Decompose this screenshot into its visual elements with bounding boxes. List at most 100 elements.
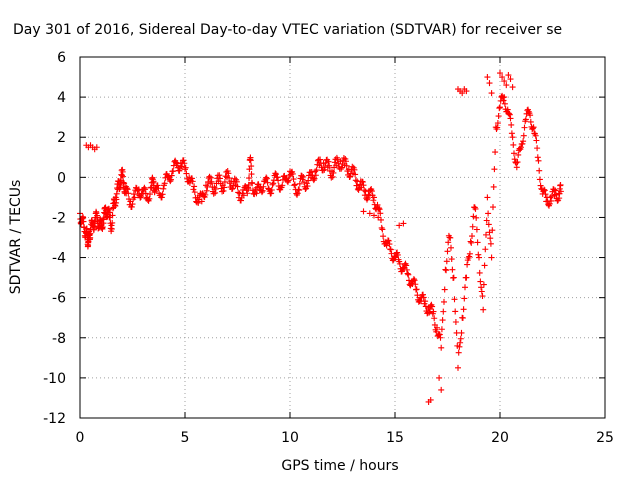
data-point-marker (206, 173, 213, 180)
data-point-marker (551, 192, 558, 199)
data-point-marker (443, 267, 450, 274)
data-point-marker (365, 191, 372, 198)
data-point-marker (155, 185, 162, 192)
data-point-marker (483, 217, 490, 224)
data-point-marker (317, 156, 324, 163)
data-point-marker (196, 196, 202, 203)
data-point-marker (457, 335, 464, 342)
data-point-marker (330, 169, 337, 176)
data-point-marker (396, 222, 403, 229)
data-point-marker (472, 205, 479, 212)
data-point-marker (335, 160, 342, 167)
data-point-marker (305, 177, 312, 184)
data-point-marker (514, 159, 521, 166)
data-point-marker (235, 189, 242, 196)
data-point-marker (462, 284, 468, 291)
data-point-marker (490, 204, 496, 211)
data-point-marker (462, 274, 469, 281)
data-point-marker (543, 194, 550, 201)
data-point-marker (106, 206, 113, 213)
data-point-marker (109, 219, 116, 226)
plot-frame (79, 56, 606, 419)
data-point-marker (508, 130, 515, 137)
data-point-marker (242, 182, 249, 189)
data-point-marker (296, 187, 303, 194)
data-point-marker (457, 339, 464, 346)
data-point-marker (93, 144, 100, 151)
data-point-marker (285, 177, 292, 184)
data-point-marker (331, 159, 338, 166)
data-point-marker (403, 262, 410, 269)
data-point-marker (506, 111, 513, 118)
data-point-marker (312, 168, 319, 175)
data-point-marker (147, 191, 153, 198)
data-point-marker (160, 185, 167, 192)
data-point-marker (535, 157, 542, 164)
data-point-marker (487, 240, 494, 247)
data-point-marker (212, 189, 219, 196)
data-points (77, 70, 564, 405)
data-point-marker (291, 182, 298, 189)
data-point-marker (494, 124, 501, 131)
data-point-marker (404, 270, 411, 277)
data-point-marker (123, 185, 130, 192)
data-point-marker (190, 186, 197, 193)
data-point-marker (411, 277, 418, 284)
y-tick-label: 0 (57, 170, 66, 186)
data-point-marker (195, 199, 202, 206)
data-point-marker (486, 80, 493, 87)
data-point-marker (259, 187, 266, 194)
data-point-marker (503, 82, 510, 89)
data-point-marker (246, 166, 253, 173)
data-point-marker (495, 113, 502, 120)
data-point-marker (483, 231, 489, 238)
data-point-marker (522, 116, 529, 123)
data-point-marker (303, 180, 310, 187)
data-point-marker (269, 181, 276, 188)
data-point-marker (499, 94, 506, 101)
data-point-marker (508, 121, 515, 128)
data-point-marker (520, 138, 527, 145)
data-point-marker (513, 159, 520, 166)
data-point-marker (375, 214, 382, 221)
data-point-marker (438, 326, 445, 333)
data-point-marker (553, 191, 559, 198)
data-point-marker (356, 184, 363, 191)
data-point-marker (529, 125, 536, 132)
data-point-marker (429, 303, 436, 310)
data-point-marker (273, 171, 279, 178)
data-point-marker (370, 197, 377, 204)
data-point-marker (441, 298, 447, 305)
data-point-marker (329, 173, 336, 180)
data-point-marker (191, 183, 198, 190)
data-point-marker (252, 189, 258, 196)
data-point-marker (339, 160, 346, 167)
chart-title: Day 301 of 2016, Sidereal Day-to-day VTE… (13, 22, 562, 38)
data-point-marker (537, 182, 544, 189)
data-point-marker (338, 164, 345, 171)
data-point-marker (499, 74, 506, 81)
data-point-marker (238, 194, 245, 201)
data-point-marker (492, 149, 499, 156)
data-point-marker (513, 164, 520, 171)
data-point-marker (545, 201, 552, 208)
data-point-marker (474, 239, 481, 246)
data-point-marker (340, 155, 347, 162)
data-point-marker (469, 223, 476, 230)
data-point-marker (541, 186, 548, 193)
data-point-marker (488, 254, 495, 261)
data-point-marker (456, 343, 463, 350)
data-point-marker (519, 140, 526, 147)
data-point-marker (233, 178, 240, 185)
data-point-marker (378, 224, 385, 231)
data-point-marker (321, 166, 328, 173)
data-point-marker (263, 174, 270, 181)
data-point-marker (460, 306, 467, 313)
data-point-marker (360, 208, 367, 215)
data-point-marker (296, 180, 303, 187)
data-point-marker (377, 210, 384, 217)
y-tick-label: -2 (52, 210, 66, 226)
data-point-marker (548, 197, 555, 204)
data-point-marker (291, 181, 298, 188)
x-tick-label: 10 (281, 430, 299, 446)
